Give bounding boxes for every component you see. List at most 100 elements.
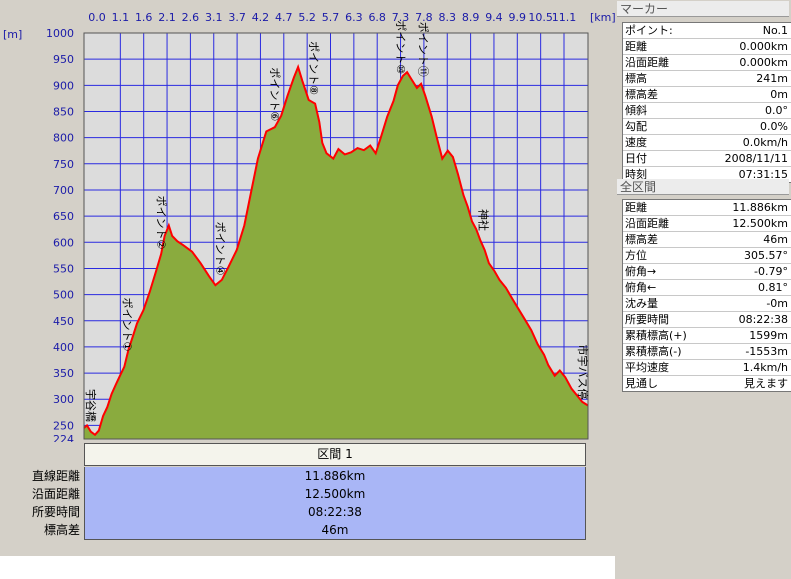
info-label: 距離: [625, 40, 647, 53]
y-tick-label: 450: [53, 315, 74, 328]
info-row: 標高差 46m: [623, 232, 791, 248]
info-value: 1599m: [749, 329, 788, 342]
x-tick-label: 4.7: [275, 11, 293, 24]
info-row: 累積標高(+) 1599m: [623, 328, 791, 344]
x-tick-label: 1.6: [135, 11, 153, 24]
elevation-chart[interactable]: 1000 950 900 850 800 750 700 650 600 550 500 450 400…: [0, 0, 615, 442]
info-label: 傾斜: [625, 104, 647, 117]
y-tick-label: 850: [53, 105, 74, 118]
info-row: 距離 0.000km: [623, 39, 791, 55]
summary-value: 08:22:38: [84, 503, 586, 521]
info-row: 累積標高(-) -1553m: [623, 344, 791, 360]
section-table: 距離 11.886km 沿面距離 12.500km 標高差 46m 方位 305.57° 俯角→…: [622, 199, 791, 392]
info-value: 11.886km: [732, 201, 788, 214]
info-value: 0m: [770, 88, 788, 101]
info-label: 標高差: [625, 233, 658, 246]
info-row: 距離 11.886km: [623, 200, 791, 216]
info-value: 0.000km: [739, 40, 788, 53]
info-row: 沿面距離 0.000km: [623, 55, 791, 71]
summary-value: 46m: [84, 521, 586, 540]
x-tick-label: 5.2: [298, 11, 316, 24]
info-value: 07:31:15: [738, 168, 788, 181]
info-value: No.1: [762, 24, 788, 37]
elevation-line: [83, 63, 589, 437]
waypoint-label[interactable]: 市宇バス停: [576, 345, 590, 400]
x-tick-label: 6.3: [345, 11, 363, 24]
info-label: ポイント:: [625, 24, 673, 37]
info-row: 俯角← 0.81°: [623, 280, 791, 296]
x-tick-label: 0.0: [88, 11, 106, 24]
x-tick-label: 8.3: [439, 11, 457, 24]
info-value: 0.0km/h: [742, 136, 788, 149]
info-value: 08:22:38: [738, 313, 788, 326]
waypoint-label[interactable]: ポイント⑩: [394, 20, 407, 74]
elevation-area: [84, 67, 588, 439]
summary-value: 12.500km: [84, 485, 586, 503]
info-value: 12.500km: [732, 217, 788, 230]
y-tick-label: 1000: [46, 27, 74, 40]
waypoint-label[interactable]: ポイント⑪: [416, 22, 429, 77]
info-label: 速度: [625, 136, 647, 149]
x-tick-label: 9.4: [485, 11, 503, 24]
plot-frame: [83, 32, 589, 440]
info-row: 日付 2008/11/11: [623, 151, 791, 167]
y-tick-label: 224: [53, 433, 74, 442]
x-tick-label: 4.2: [252, 11, 270, 24]
info-value: 46m: [763, 233, 788, 246]
summary-label: 所要時間: [31, 505, 80, 519]
info-value: 305.57°: [744, 249, 788, 262]
y-tick-label: 250: [53, 419, 74, 432]
y-tick-label: 650: [53, 210, 74, 223]
waypoint-label[interactable]: ポイント④: [214, 222, 227, 276]
x-tick-label: 2.6: [182, 11, 200, 24]
info-value: 0.000km: [739, 56, 788, 69]
x-tick-label: 2.1: [158, 11, 176, 24]
info-value: 2008/11/11: [724, 152, 788, 165]
y-axis-unit: [m]: [3, 28, 22, 41]
info-row: ポイント: No.1: [623, 23, 791, 39]
info-sidebar: マーカー ポイント: No.1 距離 0.000km 沿面距離 0.000km 標高 241m…: [615, 0, 791, 579]
x-tick-label: 11.1: [552, 11, 577, 24]
waypoint-label[interactable]: ポイント②: [154, 196, 167, 250]
info-row: 所要時間 08:22:38: [623, 312, 791, 328]
waypoint-label[interactable]: ポイント①: [120, 298, 133, 352]
info-label: 勾配: [625, 120, 647, 133]
info-row: 沿面距離 12.500km: [623, 216, 791, 232]
y-tick-label: 550: [53, 262, 74, 275]
waypoint-label[interactable]: 宇谷橋: [84, 389, 98, 422]
info-label: 距離: [625, 201, 647, 214]
info-label: 方位: [625, 249, 647, 262]
info-row: 平均速度 1.4km/h: [623, 360, 791, 376]
info-label: 俯角←: [625, 281, 657, 294]
x-axis-ticks: 0.0 1.1 1.6 2.1 2.6 3.1 3.7 4.2 4.7 5.2 5.7 6.3 6.8 7…: [88, 11, 576, 24]
x-tick-label: 1.1: [112, 11, 130, 24]
info-label: 平均速度: [625, 361, 669, 374]
info-value: -1553m: [745, 345, 788, 358]
y-axis-ticks: 1000 950 900 850 800 750 700 650 600 550 500 450 400…: [46, 27, 74, 442]
info-row: 方位 305.57°: [623, 248, 791, 264]
info-row: 沈み量 -0m: [623, 296, 791, 312]
info-label: 沈み量: [625, 297, 658, 310]
summary-label: 直線距離: [31, 469, 80, 483]
x-tick-label: 8.9: [462, 11, 480, 24]
summary-label: 標高差: [43, 523, 80, 537]
y-tick-label: 950: [53, 53, 74, 66]
x-tick-label: 5.7: [322, 11, 340, 24]
info-row: 勾配 0.0%: [623, 119, 791, 135]
waypoint-label[interactable]: ポイント⑥: [268, 67, 281, 121]
info-label: 沿面距離: [625, 56, 669, 69]
waypoint-label[interactable]: ポイント⑧: [307, 41, 320, 95]
x-axis-unit: [km]: [590, 11, 615, 24]
summary-header[interactable]: 区間 1: [84, 443, 586, 466]
y-tick-label: 750: [53, 158, 74, 171]
x-tick-label: 3.1: [205, 11, 223, 24]
waypoint-label[interactable]: 神社: [477, 209, 491, 231]
profile-window: 1000 950 900 850 800 750 700 650 600 550 500 450 400…: [0, 0, 615, 556]
info-value: 1.4km/h: [742, 361, 788, 374]
summary-label: 沿面距離: [31, 487, 80, 501]
y-tick-label: 500: [53, 289, 74, 302]
info-row: 標高 241m: [623, 71, 791, 87]
y-tick-label: 350: [53, 367, 74, 380]
summary-value: 11.886km: [84, 467, 586, 485]
x-tick-label: 6.8: [368, 11, 386, 24]
